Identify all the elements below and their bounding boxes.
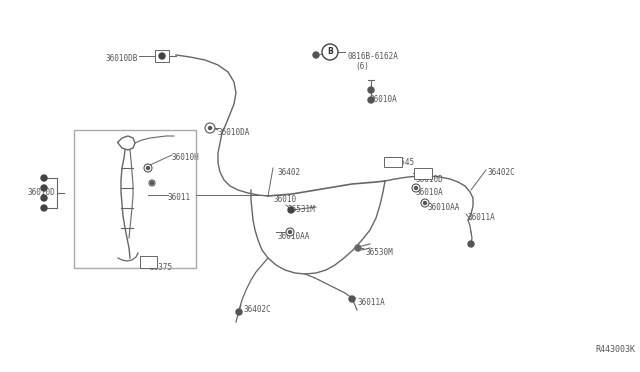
Circle shape	[289, 231, 291, 234]
Text: 36011: 36011	[168, 193, 191, 202]
Circle shape	[368, 87, 374, 93]
Bar	[74, 130, 196, 268]
Circle shape	[149, 180, 155, 186]
Circle shape	[322, 44, 338, 60]
Circle shape	[368, 97, 374, 103]
Circle shape	[313, 52, 319, 58]
Circle shape	[236, 309, 242, 315]
Circle shape	[468, 241, 474, 247]
Text: 36530M: 36530M	[365, 248, 393, 257]
Circle shape	[159, 53, 165, 59]
Text: R443003K: R443003K	[595, 345, 635, 354]
Circle shape	[150, 182, 154, 185]
Circle shape	[349, 296, 355, 302]
Circle shape	[412, 184, 420, 192]
Text: 36010H: 36010H	[172, 153, 200, 162]
Text: 36010AA: 36010AA	[428, 203, 460, 212]
Circle shape	[415, 186, 417, 189]
Text: 36010AA: 36010AA	[278, 232, 310, 241]
Bar	[384, 157, 402, 167]
Text: 36545: 36545	[392, 158, 415, 167]
Text: 36402: 36402	[278, 168, 301, 177]
Text: (6): (6)	[355, 62, 369, 71]
Circle shape	[286, 228, 294, 236]
Circle shape	[421, 199, 429, 207]
Text: 36010A: 36010A	[370, 95, 397, 104]
Circle shape	[147, 167, 150, 170]
Text: 36010A: 36010A	[415, 188, 443, 197]
Circle shape	[288, 207, 294, 213]
Text: 36531M: 36531M	[288, 205, 316, 214]
Circle shape	[144, 164, 152, 172]
Circle shape	[355, 245, 361, 251]
Circle shape	[41, 175, 47, 181]
Text: 36011A: 36011A	[358, 298, 386, 307]
Text: 36010: 36010	[273, 195, 296, 204]
Text: 36402C: 36402C	[243, 305, 271, 314]
Text: 36375: 36375	[150, 263, 173, 272]
Circle shape	[424, 202, 426, 205]
Text: 36010DB: 36010DB	[106, 54, 138, 63]
Bar	[414, 167, 432, 179]
Text: 0816B-6162A: 0816B-6162A	[348, 52, 399, 61]
Text: 36402C: 36402C	[488, 168, 516, 177]
Text: 36010D: 36010D	[27, 188, 55, 197]
Bar	[140, 256, 157, 268]
Circle shape	[209, 126, 211, 129]
Circle shape	[41, 195, 47, 201]
Text: B: B	[327, 48, 333, 57]
Text: 36010D: 36010D	[415, 175, 443, 184]
Text: 36011A: 36011A	[468, 213, 496, 222]
Bar	[155, 50, 169, 62]
Circle shape	[41, 205, 47, 211]
Circle shape	[205, 123, 215, 133]
Circle shape	[41, 185, 47, 191]
Text: 36010DA: 36010DA	[218, 128, 250, 137]
